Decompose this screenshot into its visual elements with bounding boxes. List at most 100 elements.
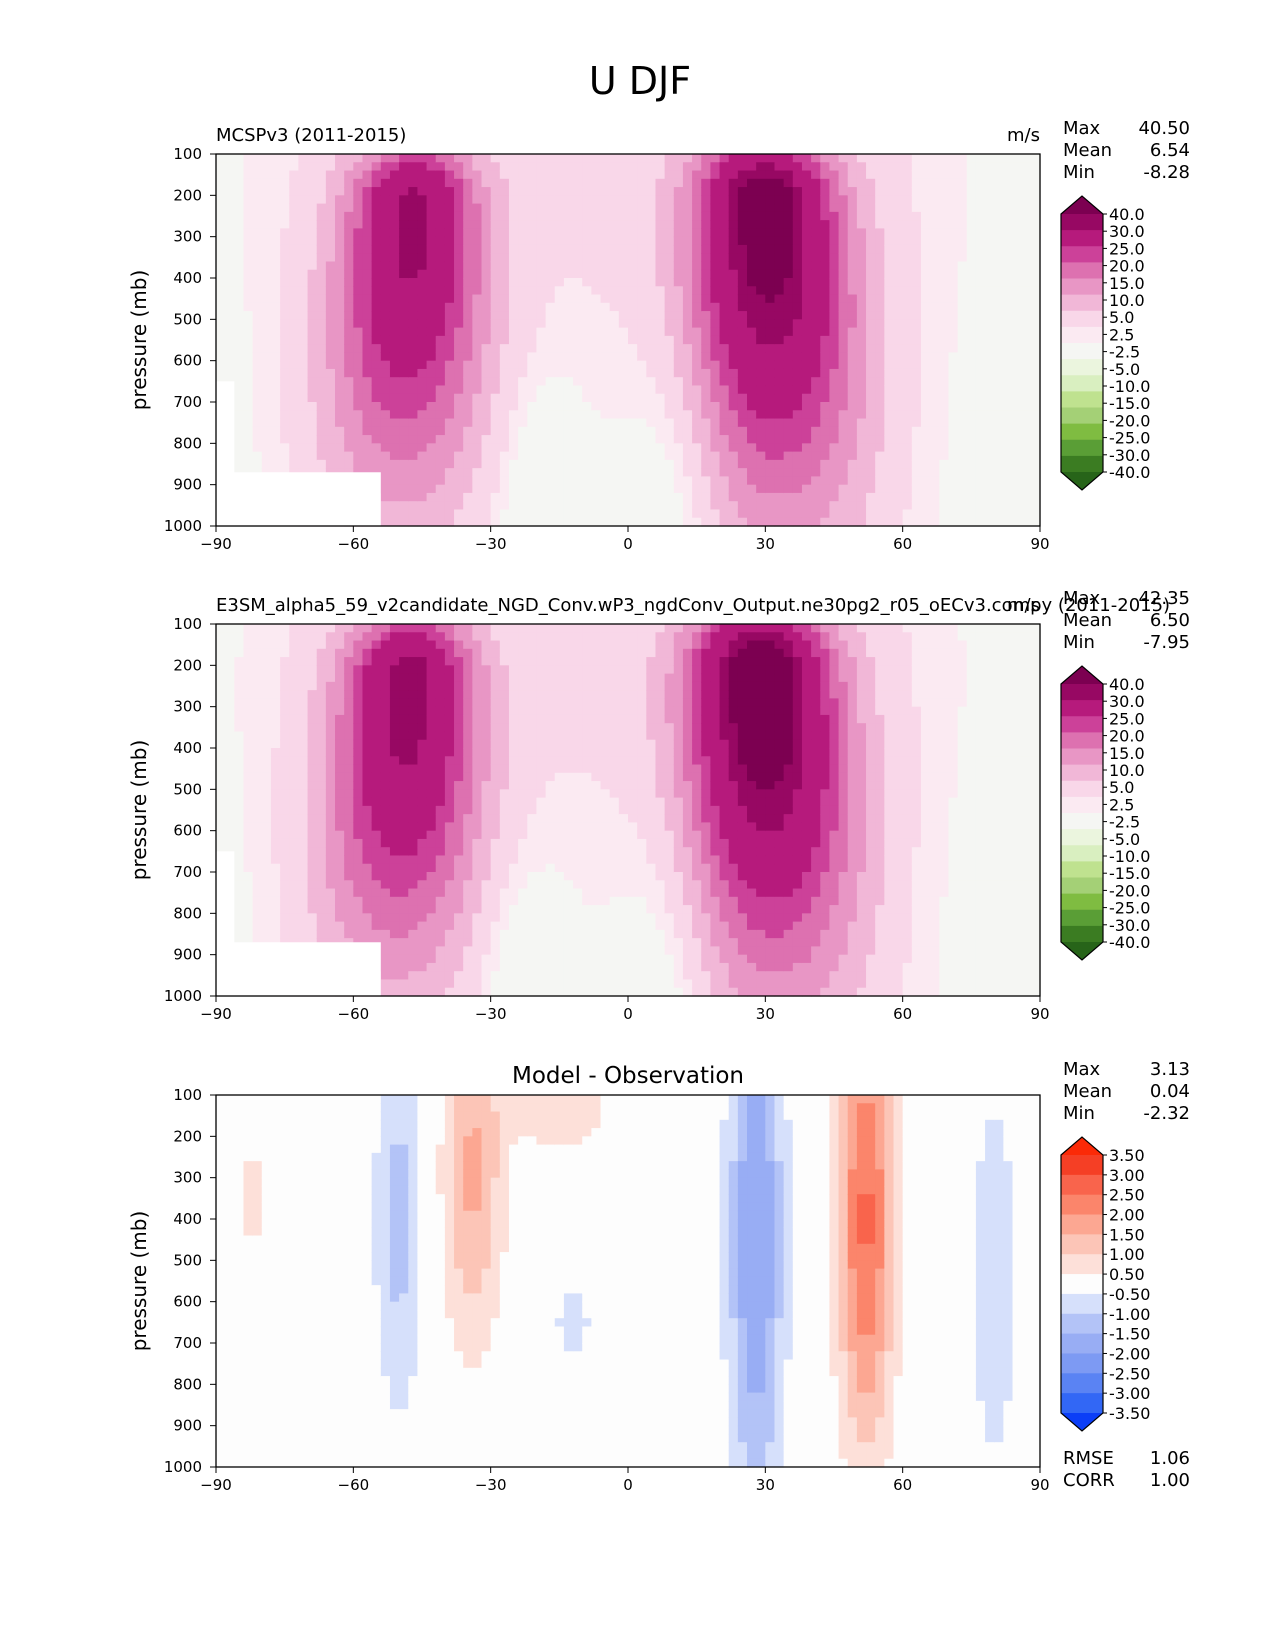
contour-cell bbox=[353, 410, 364, 420]
contour-cell bbox=[820, 418, 831, 428]
contour-cell bbox=[664, 187, 675, 196]
contour-cell bbox=[655, 443, 666, 453]
contour-cell bbox=[353, 690, 364, 699]
contour-cell bbox=[554, 278, 565, 287]
contour-cell bbox=[875, 435, 885, 444]
contour-cell bbox=[426, 509, 437, 519]
contour-cell bbox=[856, 426, 867, 436]
contour-cell bbox=[774, 435, 785, 444]
contour-cell bbox=[591, 385, 602, 395]
contour-cell bbox=[820, 286, 831, 296]
units-label: m/s bbox=[1007, 125, 1040, 146]
contour-cell bbox=[280, 385, 290, 395]
contour-cell bbox=[1003, 451, 1014, 461]
contour-cell bbox=[710, 311, 721, 320]
contour-cell bbox=[335, 690, 345, 699]
contour-cell bbox=[463, 261, 473, 271]
contour-cell bbox=[243, 855, 254, 865]
contour-cell bbox=[243, 805, 254, 815]
contour-cell bbox=[362, 681, 373, 691]
contour-cell bbox=[582, 509, 592, 519]
contour-cell bbox=[655, 154, 666, 163]
contour-cell bbox=[243, 327, 254, 337]
contour-cell bbox=[673, 393, 684, 403]
contour-cell bbox=[747, 261, 757, 271]
contour-cell bbox=[216, 195, 226, 205]
contour-cell bbox=[335, 244, 345, 254]
contour-cell bbox=[1012, 344, 1023, 353]
contour-cell bbox=[801, 286, 812, 296]
contour-cell bbox=[1003, 335, 1014, 345]
contour-cell bbox=[316, 648, 327, 658]
contour-cell bbox=[399, 501, 409, 511]
contour-cell bbox=[856, 154, 867, 163]
contour-cell bbox=[582, 203, 592, 213]
contour-cell bbox=[920, 311, 931, 320]
contour-cell bbox=[719, 244, 730, 254]
contour-cell bbox=[737, 335, 748, 345]
contour-cell bbox=[618, 170, 629, 180]
contour-cell bbox=[618, 443, 629, 453]
contour-cell bbox=[911, 236, 922, 246]
contour-cell bbox=[866, 294, 876, 304]
contour-cell bbox=[591, 410, 602, 420]
contour-cell bbox=[637, 435, 647, 444]
contour-cell bbox=[563, 170, 574, 180]
contour-cell bbox=[682, 220, 693, 229]
contour-cell bbox=[472, 385, 483, 395]
contour-cell bbox=[225, 797, 235, 807]
contour-cell bbox=[1012, 335, 1023, 345]
contour-cell bbox=[875, 509, 885, 519]
contour-cell bbox=[344, 203, 354, 213]
contour-cell bbox=[508, 203, 519, 213]
contour-cell bbox=[655, 476, 666, 486]
contour-cell bbox=[554, 335, 565, 345]
contour-cell bbox=[280, 261, 290, 271]
contour-cell bbox=[618, 410, 629, 420]
contour-cell bbox=[591, 286, 602, 296]
contour-cell bbox=[234, 748, 245, 757]
colorbar-tick-label: 10.0 bbox=[1109, 291, 1145, 310]
contour-cell bbox=[966, 385, 977, 395]
contour-cell bbox=[948, 352, 959, 362]
contour-cell bbox=[316, 302, 327, 312]
contour-cell bbox=[463, 311, 473, 320]
contour-cell bbox=[481, 278, 492, 287]
contour-cell bbox=[573, 294, 583, 304]
contour-cell bbox=[875, 484, 885, 494]
contour-cell bbox=[316, 748, 327, 757]
contour-cell bbox=[362, 435, 373, 444]
contour-cell bbox=[847, 377, 858, 387]
contour-cell bbox=[280, 443, 290, 453]
contour-cell bbox=[911, 253, 922, 263]
contour-cell bbox=[353, 154, 364, 163]
contour-cell bbox=[975, 278, 986, 287]
contour-cell bbox=[939, 402, 950, 411]
contour-cell bbox=[408, 377, 419, 387]
contour-cell bbox=[389, 236, 400, 246]
contour-cell bbox=[582, 253, 592, 263]
contour-cell bbox=[499, 294, 510, 304]
contour-cell bbox=[692, 443, 702, 453]
contour-cell bbox=[756, 344, 766, 353]
contour-cell bbox=[380, 278, 391, 287]
contour-cell bbox=[563, 468, 574, 477]
contour-cell bbox=[737, 459, 748, 469]
contour-cell bbox=[911, 154, 922, 163]
contour-cell bbox=[563, 435, 574, 444]
contour-cell bbox=[316, 385, 327, 395]
contour-cell bbox=[792, 178, 803, 188]
contour-cell bbox=[1003, 393, 1014, 403]
contour-cell bbox=[1030, 476, 1041, 486]
contour-cell bbox=[957, 451, 968, 461]
contour-cell bbox=[747, 302, 757, 312]
contour-cell bbox=[417, 195, 428, 205]
contour-cell bbox=[289, 739, 299, 749]
contour-cell bbox=[389, 517, 400, 527]
contour-cell bbox=[389, 187, 400, 196]
contour-cell bbox=[994, 269, 1004, 279]
contour-cell bbox=[719, 327, 730, 337]
contour-cell bbox=[307, 789, 318, 799]
contour-cell bbox=[335, 170, 345, 180]
contour-cell bbox=[664, 426, 675, 436]
